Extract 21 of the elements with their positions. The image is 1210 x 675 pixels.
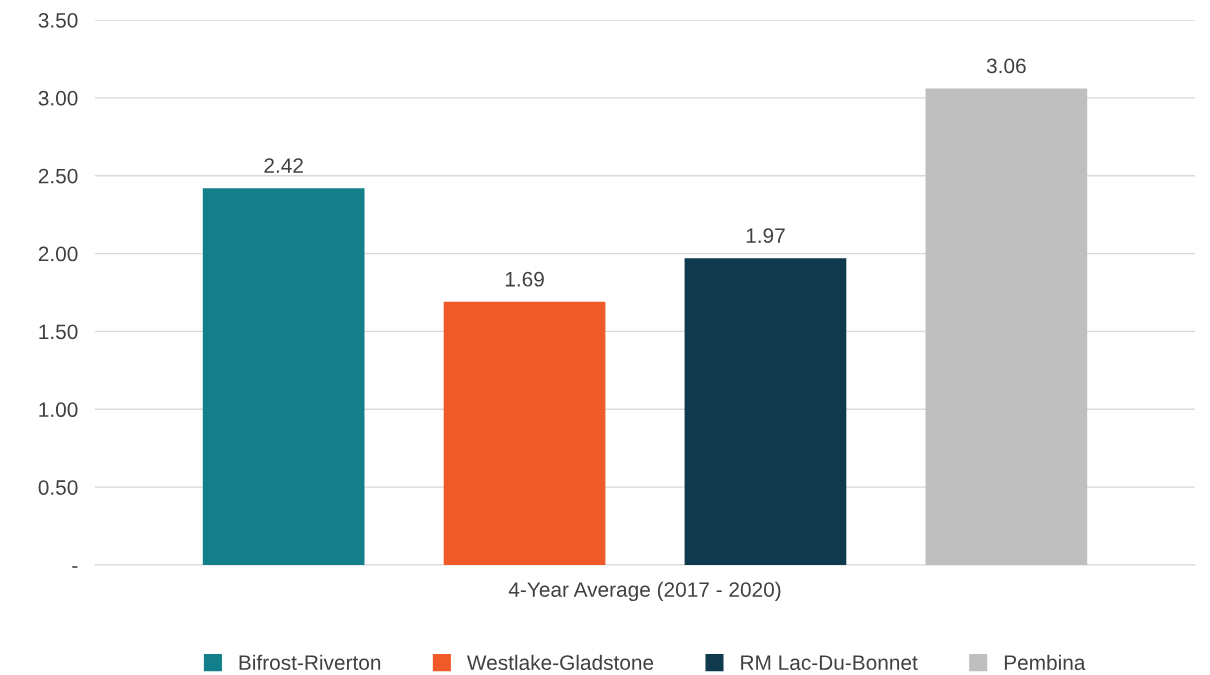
x-tick-label: 4-Year Average (2017 - 2020) — [508, 581, 781, 602]
data-label: 3.06 — [986, 58, 1026, 74]
y-tick-label: 2.50 — [38, 168, 78, 184]
y-tick-label: 0.50 — [38, 480, 78, 495]
y-tick-label: 1.00 — [39, 402, 78, 418]
data-label: 2.42 — [264, 158, 303, 173]
bar — [684, 258, 847, 565]
y-tick-label: - — [72, 566, 78, 568]
data-label: 1.97 — [746, 228, 785, 244]
y-tick-label: 2.00 — [38, 246, 78, 262]
y-tick-label: 3.00 — [38, 90, 78, 106]
legend-label: RM Lac-Du-Bonnet — [741, 655, 918, 671]
data-label: 1.69 — [505, 271, 544, 287]
bar — [202, 188, 365, 565]
legend-label: Westlake-Gladstone — [466, 654, 654, 671]
legend-label: Pembina — [1004, 654, 1086, 671]
y-tick-label: 3.50 — [38, 13, 78, 28]
y-tick-label: 1.50 — [39, 324, 78, 340]
bar — [443, 301, 606, 565]
bar — [925, 88, 1088, 565]
legend-label: Bifrost-Riverton — [239, 654, 381, 671]
